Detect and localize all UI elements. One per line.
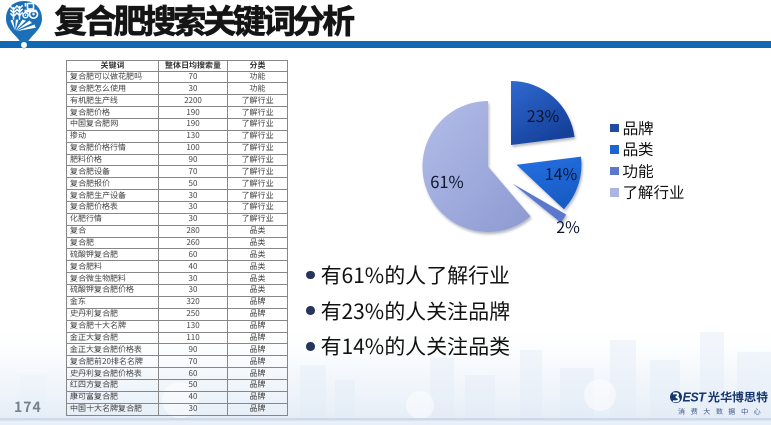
- svg-text:14%: 14%: [545, 161, 578, 185]
- svg-text:23%: 23%: [527, 103, 560, 127]
- svg-text:2%: 2%: [556, 214, 580, 238]
- svg-text:61%: 61%: [430, 169, 464, 193]
- svg-text:光华博思特: 光华博思特: [708, 389, 768, 405]
- svg-text:EST: EST: [683, 391, 708, 405]
- svg-text:消费大数据中心: 消费大数据中心: [678, 407, 766, 417]
